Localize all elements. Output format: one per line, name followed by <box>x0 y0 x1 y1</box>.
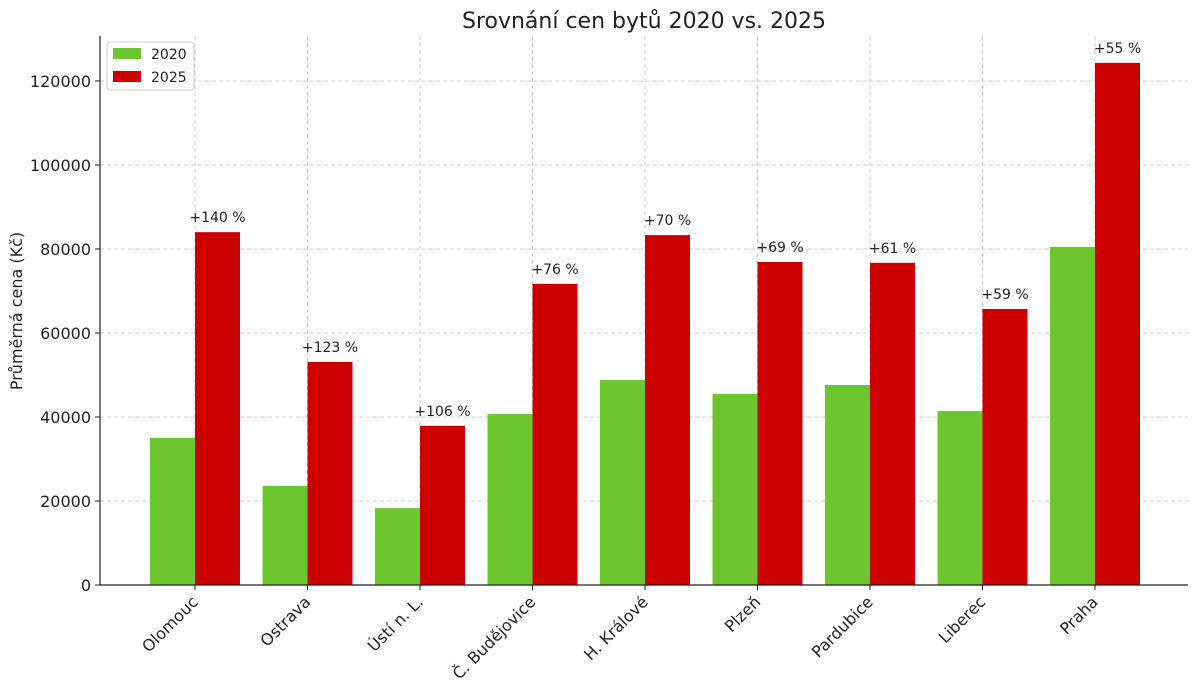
bar-2025 <box>195 232 240 585</box>
bar-2020 <box>1050 246 1095 586</box>
x-tick-label: H. Králové <box>580 592 652 664</box>
bar-2025 <box>870 262 915 585</box>
x-tick-label: Praha <box>1056 592 1102 638</box>
bar-2020 <box>375 508 420 585</box>
bar-2025 <box>645 235 690 586</box>
data-label: +70 % <box>644 213 691 229</box>
data-label: +123 % <box>302 340 358 356</box>
y-axis-label: Průměrná cena (Kč) <box>7 232 26 390</box>
bar-2025 <box>307 361 353 585</box>
legend-label: 2020 <box>151 47 187 63</box>
legend-label: 2025 <box>151 70 187 86</box>
legend-swatch-2025 <box>113 71 141 82</box>
bar-2025 <box>757 261 803 585</box>
bar-2020 <box>712 393 758 585</box>
data-label: +76 % <box>531 262 578 278</box>
bar-2020 <box>600 380 645 585</box>
data-label: +106 % <box>414 404 470 420</box>
x-tick-label: Ústí n. L. <box>364 592 427 655</box>
y-tick-label: 40000 <box>40 408 91 427</box>
y-tick-label: 20000 <box>40 492 91 511</box>
legend: 2020 2025 <box>106 41 195 91</box>
data-label: +69 % <box>756 240 803 256</box>
x-tick-label: Pardubice <box>808 592 877 661</box>
bar-2020 <box>825 385 870 585</box>
bar-2025 <box>982 309 1028 585</box>
x-tick-label: Plzeň <box>721 592 764 635</box>
data-label: +55 % <box>1094 41 1141 57</box>
data-label: +140 % <box>189 210 245 226</box>
x-tick-label: Liberec <box>935 592 990 647</box>
x-tick-label: Olomouc <box>138 592 202 656</box>
chart-title: Srovnání cen bytů 2020 vs. 2025 <box>462 9 826 34</box>
bar-2025 <box>420 425 465 585</box>
x-tick-label: Č. Budějovice <box>449 592 540 683</box>
data-label: +59 % <box>981 287 1028 303</box>
y-tick-label: 80000 <box>40 240 91 259</box>
bar-2025 <box>1095 62 1140 586</box>
bar-2020 <box>262 485 308 585</box>
y-tick-label: 120000 <box>30 72 91 91</box>
bar-2020 <box>937 411 983 585</box>
bar-2025 <box>532 283 578 585</box>
data-label: +61 % <box>869 241 916 257</box>
bar-2020 <box>487 414 533 585</box>
y-tick-label: 0 <box>81 576 91 595</box>
legend-swatch-2020 <box>113 48 141 59</box>
x-tick-label: Ostrava <box>256 592 314 650</box>
bar-2020 <box>150 437 195 585</box>
y-tick-label: 60000 <box>40 324 91 343</box>
y-tick-label: 100000 <box>30 156 91 175</box>
